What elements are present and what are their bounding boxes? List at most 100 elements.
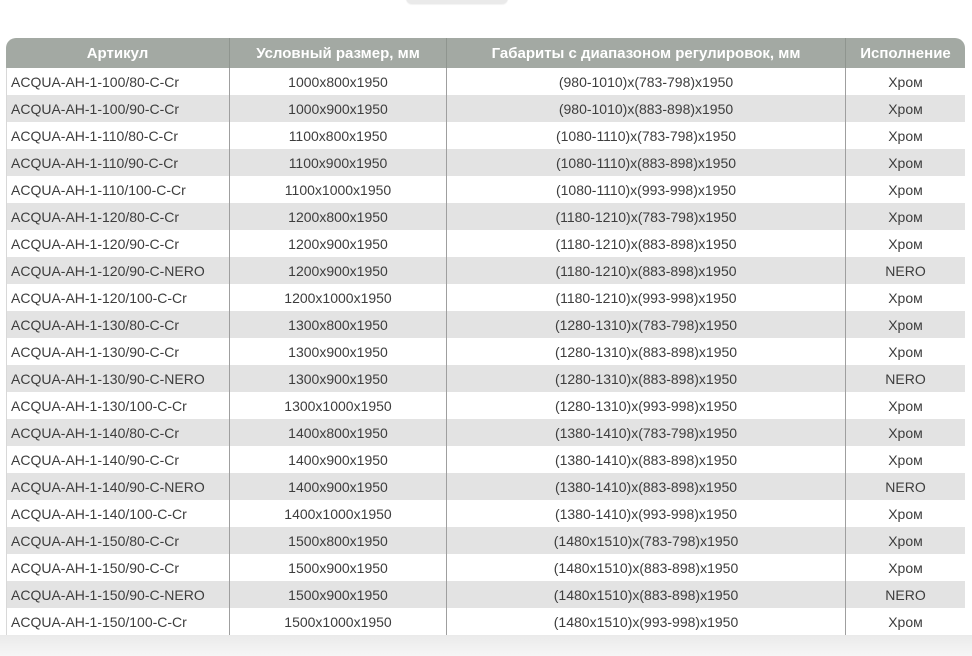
cell-article: ACQUA-AH-1-130/90-C-NERO	[6, 365, 229, 392]
cell-size: 1400x1000x1950	[229, 500, 446, 527]
cell-size: 1100x800x1950	[229, 122, 446, 149]
cell-size: 1300x800x1950	[229, 311, 446, 338]
cell-finish: Хром	[845, 176, 965, 203]
header-row: Артикул Условный размер, мм Габариты с д…	[6, 38, 965, 68]
cell-size: 1400x900x1950	[229, 446, 446, 473]
cell-size: 1000x800x1950	[229, 68, 446, 95]
cell-dimensions: (1180-1210)x(883-898)x1950	[446, 257, 845, 284]
cell-size: 1500x900x1950	[229, 554, 446, 581]
cell-size: 1200x1000x1950	[229, 284, 446, 311]
cell-dimensions: (1180-1210)x(993-998)x1950	[446, 284, 845, 311]
table-row: ACQUA-AH-1-120/100-C-Cr 1200x1000x1950 (11…	[6, 284, 965, 311]
table-row: ACQUA-AH-1-100/80-C-Cr 1000x800x1950 (980-…	[6, 68, 965, 95]
table-row: ACQUA-AH-1-140/90-C-Cr 1400x900x1950 (1380…	[6, 446, 965, 473]
cell-finish: Хром	[845, 419, 965, 446]
cell-article: ACQUA-AH-1-100/80-C-Cr	[6, 68, 229, 95]
cell-finish: Хром	[845, 446, 965, 473]
table-row: ACQUA-AH-1-130/100-C-Cr 1300x1000x1950 (12…	[6, 392, 965, 419]
cell-article: ACQUA-AH-1-120/90-C-NERO	[6, 257, 229, 284]
spec-table: Артикул Условный размер, мм Габариты с д…	[6, 38, 965, 636]
table-row: ACQUA-AH-1-150/100-C-Cr 1500x1000x1950 (14…	[6, 608, 965, 635]
cell-article: ACQUA-AH-1-120/90-C-Cr	[6, 230, 229, 257]
cell-dimensions: (1380-1410)x(883-898)x1950	[446, 473, 845, 500]
cell-finish: Хром	[845, 554, 965, 581]
cell-article: ACQUA-AH-1-140/90-C-Cr	[6, 446, 229, 473]
column-header-finish: Исполнение	[845, 38, 965, 68]
cell-finish: Хром	[845, 149, 965, 176]
table-row: ACQUA-AH-1-120/90-C-NERO 1200x900x1950 (11…	[6, 257, 965, 284]
cell-size: 1400x900x1950	[229, 473, 446, 500]
cell-dimensions: (1080-1110)x(993-998)x1950	[446, 176, 845, 203]
cell-article: ACQUA-AH-1-130/90-C-Cr	[6, 338, 229, 365]
cell-dimensions: (1280-1310)x(993-998)x1950	[446, 392, 845, 419]
table-row: ACQUA-AH-1-100/90-C-Cr 1000x900x1950 (980-…	[6, 95, 965, 122]
cell-article: ACQUA-AH-1-120/80-C-Cr	[6, 203, 229, 230]
table-row: ACQUA-AH-1-110/100-C-Cr 1100x1000x1950 (10…	[6, 176, 965, 203]
cell-finish: Хром	[845, 230, 965, 257]
table-row: ACQUA-AH-1-130/90-C-NERO 1300x900x1950 (12…	[6, 365, 965, 392]
cell-article: ACQUA-AH-1-130/100-C-Cr	[6, 392, 229, 419]
cell-finish: Хром	[845, 608, 965, 635]
table-row: ACQUA-AH-1-130/80-C-Cr 1300x800x1950 (1280…	[6, 311, 965, 338]
bottom-background-strip	[0, 635, 972, 656]
cell-article: ACQUA-AH-1-150/90-C-NERO	[6, 581, 229, 608]
spec-table-header: Артикул Условный размер, мм Габариты с д…	[6, 38, 965, 68]
cell-dimensions: (980-1010)x(783-798)x1950	[446, 68, 845, 95]
cell-article: ACQUA-AH-1-140/100-C-Cr	[6, 500, 229, 527]
table-row: ACQUA-AH-1-140/80-C-Cr 1400x800x1950 (1380…	[6, 419, 965, 446]
cell-dimensions: (1280-1310)x(783-798)x1950	[446, 311, 845, 338]
table-row: ACQUA-AH-1-150/90-C-NERO 1500x900x1950 (14…	[6, 581, 965, 608]
cell-finish: Хром	[845, 338, 965, 365]
cell-finish: Хром	[845, 527, 965, 554]
table-row: ACQUA-AH-1-150/90-C-Cr 1500x900x1950 (1480…	[6, 554, 965, 581]
cell-dimensions: (1480x1510)x(883-898)x1950	[446, 581, 845, 608]
cell-article: ACQUA-AH-1-150/80-C-Cr	[6, 527, 229, 554]
table-row: ACQUA-AH-1-140/100-C-Cr 1400x1000x1950 (13…	[6, 500, 965, 527]
cell-article: ACQUA-AH-1-130/80-C-Cr	[6, 311, 229, 338]
cell-size: 1000x900x1950	[229, 95, 446, 122]
cell-article: ACQUA-AH-1-140/90-C-NERO	[6, 473, 229, 500]
cutoff-element-fragment	[406, 0, 508, 4]
cell-finish: Хром	[845, 95, 965, 122]
table-row: ACQUA-AH-1-120/80-C-Cr 1200x800x1950 (1180…	[6, 203, 965, 230]
spec-table-body: ACQUA-AH-1-100/80-C-Cr 1000x800x1950 (980-…	[6, 68, 965, 635]
table-row: ACQUA-AH-1-130/90-C-Cr 1300x900x1950 (1280…	[6, 338, 965, 365]
cell-dimensions: (1180-1210)x(883-898)x1950	[446, 230, 845, 257]
cell-size: 1500x900x1950	[229, 581, 446, 608]
cell-article: ACQUA-AH-1-140/80-C-Cr	[6, 419, 229, 446]
cell-finish: NERO	[845, 257, 965, 284]
cell-dimensions: (1380-1410)x(783-798)x1950	[446, 419, 845, 446]
cell-finish: Хром	[845, 122, 965, 149]
cell-size: 1500x800x1950	[229, 527, 446, 554]
cell-size: 1200x900x1950	[229, 230, 446, 257]
cell-dimensions: (1080-1110)x(783-798)x1950	[446, 122, 845, 149]
table-row: ACQUA-AH-1-120/90-C-Cr 1200x900x1950 (1180…	[6, 230, 965, 257]
table-row: ACQUA-AH-1-150/80-C-Cr 1500x800x1950 (1480…	[6, 527, 965, 554]
cell-dimensions: (1080-1110)x(883-898)x1950	[446, 149, 845, 176]
cell-size: 1200x900x1950	[229, 257, 446, 284]
cell-size: 1300x1000x1950	[229, 392, 446, 419]
cell-finish: Хром	[845, 68, 965, 95]
cell-dimensions: (1480x1510)x(783-798)x1950	[446, 527, 845, 554]
cell-size: 1200x800x1950	[229, 203, 446, 230]
cell-finish: Хром	[845, 392, 965, 419]
cell-finish: Хром	[845, 500, 965, 527]
cell-article: ACQUA-AH-1-150/90-C-Cr	[6, 554, 229, 581]
cell-dimensions: (1480x1510)x(883-898)x1950	[446, 554, 845, 581]
cell-dimensions: (1280-1310)x(883-898)x1950	[446, 338, 845, 365]
cell-article: ACQUA-AH-1-110/100-C-Cr	[6, 176, 229, 203]
cell-article: ACQUA-AH-1-110/80-C-Cr	[6, 122, 229, 149]
cell-dimensions: (1380-1410)x(883-898)x1950	[446, 446, 845, 473]
cell-size: 1500x1000x1950	[229, 608, 446, 635]
column-header-article: Артикул	[6, 38, 229, 68]
cell-finish: NERO	[845, 581, 965, 608]
cell-size: 1300x900x1950	[229, 338, 446, 365]
cell-finish: Хром	[845, 311, 965, 338]
cell-finish: NERO	[845, 365, 965, 392]
cell-dimensions: (1380-1410)x(993-998)x1950	[446, 500, 845, 527]
cell-size: 1100x900x1950	[229, 149, 446, 176]
cell-dimensions: (1180-1210)x(783-798)x1950	[446, 203, 845, 230]
spec-table-container: Артикул Условный размер, мм Габариты с д…	[6, 38, 965, 636]
table-row: ACQUA-AH-1-110/90-C-Cr 1100x900x1950 (1080…	[6, 149, 965, 176]
